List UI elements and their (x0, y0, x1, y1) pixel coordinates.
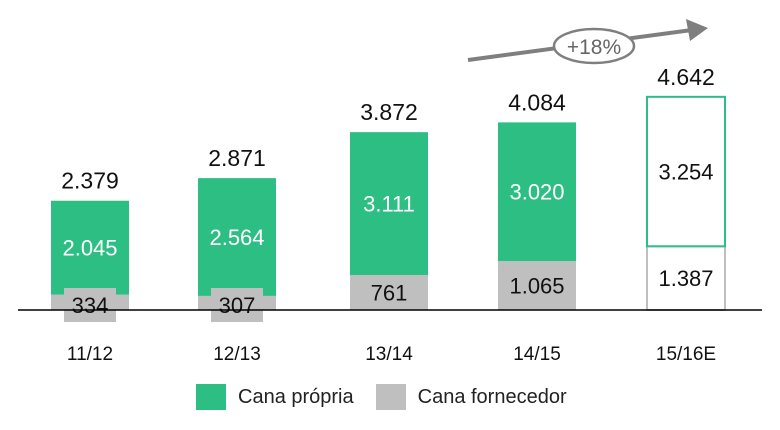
growth-annotation-ellipse (552, 27, 636, 65)
label-box-fornecedor-1 (211, 288, 263, 322)
category-label-3: 14/15 (513, 344, 561, 365)
bar-propria-0 (51, 200, 129, 295)
bar-fornecedor-4 (646, 245, 726, 311)
total-label-0: 2.379 (61, 168, 119, 194)
category-label-4: 15/16E (656, 344, 716, 365)
legend: Cana própria Cana fornecedor (196, 384, 589, 410)
data-label-fornecedor-0: 334 (72, 293, 109, 318)
data-label-fornecedor-3: 1.065 (509, 274, 564, 299)
legend-label-cana-propria: Cana própria (238, 385, 354, 408)
data-label-fornecedor-2: 761 (371, 281, 408, 306)
total-label-3: 4.084 (508, 89, 566, 115)
data-label-propria-1: 2.564 (209, 225, 264, 250)
legend-item-cana-propria: Cana própria (196, 384, 354, 410)
bar-propria-2 (350, 132, 428, 276)
data-label-fornecedor-1: 307 (219, 293, 256, 318)
legend-swatch-cana-propria (196, 384, 226, 410)
category-label-1: 12/13 (213, 344, 261, 365)
category-label-0: 11/12 (67, 344, 113, 365)
bar-fornecedor-3 (498, 261, 576, 310)
category-label-2: 13/14 (365, 344, 413, 365)
bar-propria-4 (646, 95, 726, 248)
bar-propria-1 (198, 178, 276, 296)
bar-propria-3 (498, 122, 576, 262)
total-label-2: 3.872 (360, 99, 418, 125)
growth-arrow-head (686, 19, 708, 41)
label-box-fornecedor-0 (64, 288, 116, 322)
data-label-fornecedor-4: 1.387 (658, 266, 713, 291)
legend-swatch-cana-fornecedor (375, 384, 406, 410)
legend-label-cana-fornecedor: Cana fornecedor (417, 385, 567, 408)
data-label-propria-3: 3.020 (509, 180, 564, 205)
data-label-propria-4: 3.254 (658, 160, 713, 185)
growth-annotation-label: +18% (567, 36, 621, 59)
data-label-propria-2: 3.111 (363, 192, 415, 217)
total-label-1: 2.871 (208, 145, 266, 171)
total-label-4: 4.642 (657, 64, 715, 90)
legend-item-cana-fornecedor: Cana fornecedor (375, 384, 567, 410)
data-label-propria-0: 2.045 (62, 236, 117, 261)
bar-fornecedor-2 (350, 275, 428, 310)
